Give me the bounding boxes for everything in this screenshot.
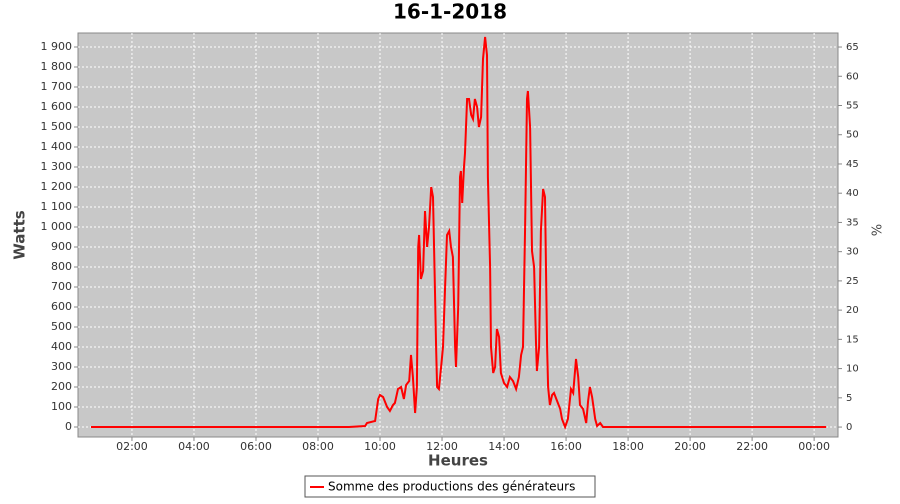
y-tick-label: 1 600	[41, 100, 73, 113]
x-tick-label: 00:00	[798, 440, 830, 453]
y-tick-label: 1 700	[41, 80, 73, 93]
plot-area	[77, 32, 839, 438]
y-tick-label: 0	[65, 420, 72, 433]
y-tick-label: 1 800	[41, 60, 73, 73]
y2-tick-label: 20	[846, 305, 859, 316]
x-tick-label: 06:00	[240, 440, 272, 453]
y2-tick-label: 40	[846, 188, 859, 199]
y2-tick-label: 50	[846, 130, 859, 141]
x-tick-label: 12:00	[426, 440, 458, 453]
y2-tick-label: 25	[846, 276, 859, 287]
y2-tick-label: 15	[846, 334, 859, 345]
x-tick-label: 02:00	[116, 440, 148, 453]
y2-tick-label: 0	[846, 422, 852, 433]
y2-tick-label: 55	[846, 100, 859, 111]
x-tick-label: 16:00	[550, 440, 582, 453]
y2-tick-label: 30	[846, 247, 859, 258]
y2-axis-label: %	[868, 224, 883, 236]
y2-tick-label: 10	[846, 364, 859, 375]
y-tick-label: 1 400	[41, 140, 73, 153]
y2-tick-label: 65	[846, 42, 859, 53]
y2-tick-label: 45	[846, 159, 859, 170]
x-axis-label: Heures	[428, 452, 488, 470]
y-tick-label: 300	[51, 360, 72, 373]
y-tick-label: 1 900	[41, 40, 73, 53]
y-tick-label: 900	[51, 240, 72, 253]
y2-tick-label: 60	[846, 71, 859, 82]
y-tick-label: 500	[51, 320, 72, 333]
x-tick-label: 10:00	[364, 440, 396, 453]
x-tick-label: 04:00	[178, 440, 210, 453]
chart-title: 16-1-2018	[393, 0, 507, 24]
y-tick-label: 800	[51, 260, 72, 273]
y-tick-label: 200	[51, 380, 72, 393]
data-line	[91, 36, 827, 430]
y-tick-label: 1 300	[41, 160, 73, 173]
y-tick-label: 600	[51, 300, 72, 313]
y-tick-label: 1 100	[41, 200, 73, 213]
x-tick-label: 08:00	[302, 440, 334, 453]
x-tick-label: 18:00	[612, 440, 644, 453]
y-tick-label: 1 000	[41, 220, 73, 233]
y-tick-label: 700	[51, 280, 72, 293]
x-tick-label: 20:00	[674, 440, 706, 453]
legend-label: Somme des productions des générateurs	[328, 480, 575, 494]
y-tick-label: 1 200	[41, 180, 73, 193]
y-tick-label: 100	[51, 400, 72, 413]
y2-tick-label: 5	[846, 393, 852, 404]
y-tick-label: 1 500	[41, 120, 73, 133]
x-tick-label: 14:00	[488, 440, 520, 453]
y2-tick-label: 35	[846, 217, 859, 228]
y-axis-label: Watts	[11, 210, 29, 259]
x-tick-label: 22:00	[736, 440, 768, 453]
y-tick-label: 400	[51, 340, 72, 353]
legend	[304, 475, 596, 498]
